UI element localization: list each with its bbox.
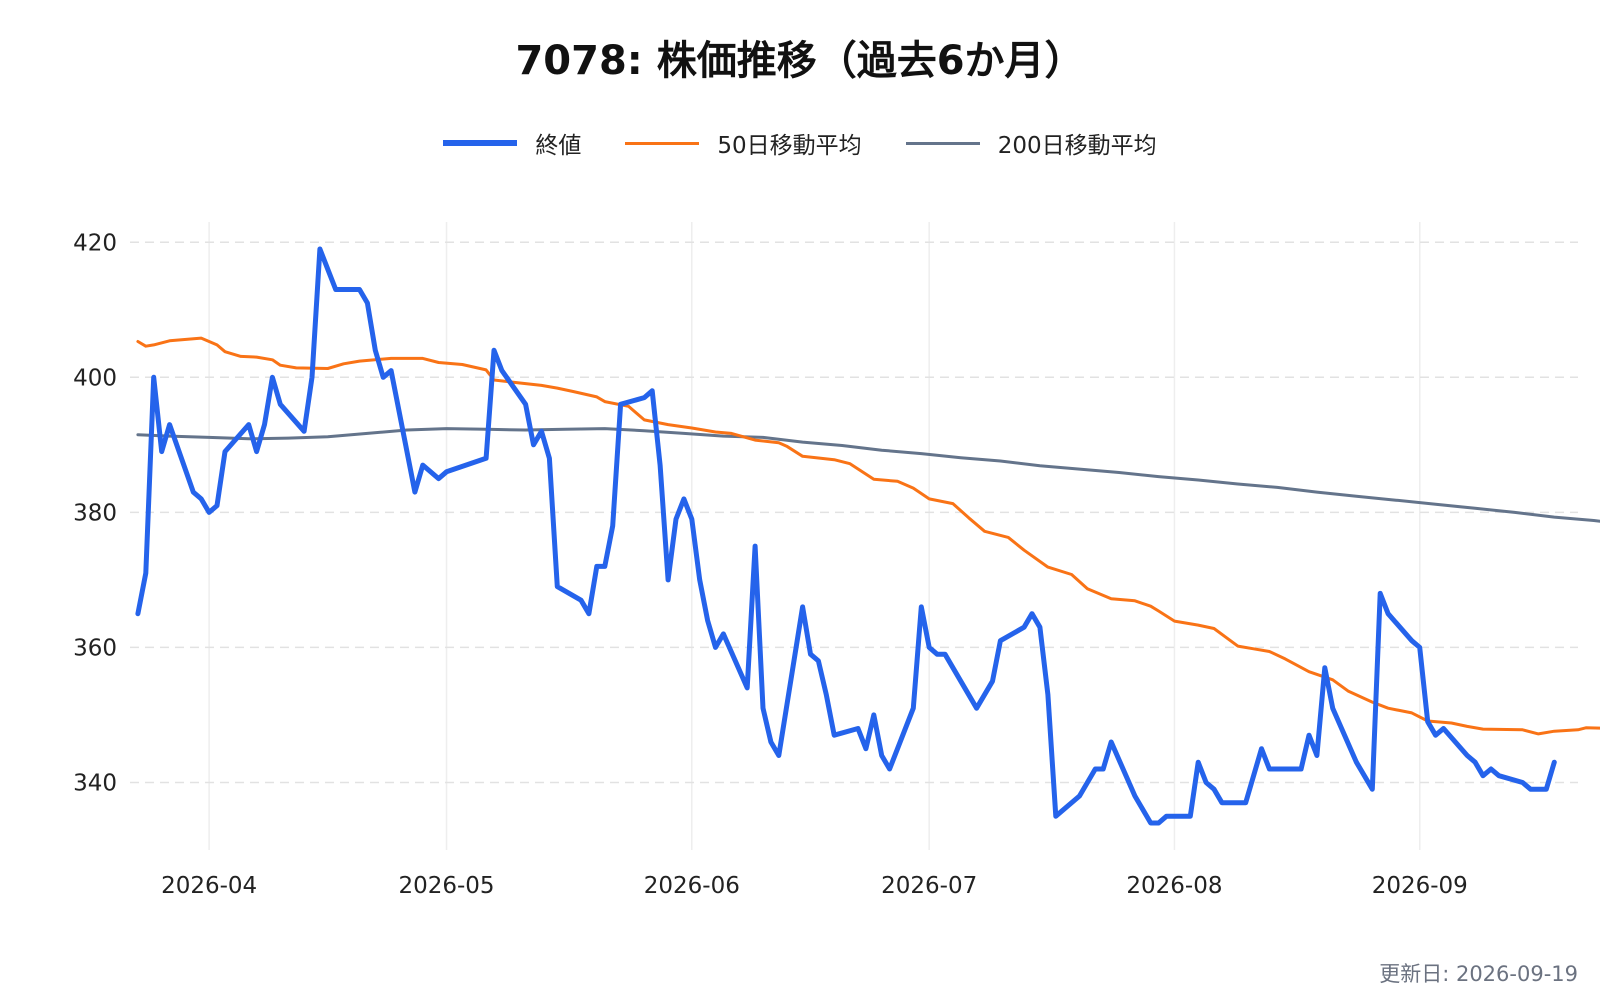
x-axis-tick-labels: 2026-04 2026-05 2026-06 2026-07 2026-08 2026-…: [161, 873, 1468, 899]
x-tick-label: 2026-09: [1372, 873, 1468, 899]
legend-label-close: 終値: [535, 133, 582, 159]
x-tick-label: 2026-05: [398, 873, 494, 899]
y-axis-tick-labels: 340 360 380 400 420: [73, 230, 117, 796]
y-tick-label: 420: [73, 230, 117, 256]
legend-swatch-ma200: [905, 141, 980, 145]
chart-title: 7078: 株価推移（過去6か月）: [515, 38, 1085, 84]
y-tick-label: 340: [73, 770, 117, 796]
series-layer: [135, 246, 1600, 826]
legend-item-ma50[interactable]: 50日移動平均: [625, 126, 862, 160]
y-tick-label: 360: [73, 635, 117, 661]
legend-swatch-close: [443, 140, 518, 146]
legend-item-ma200[interactable]: 200日移動平均: [905, 126, 1157, 160]
x-tick-label: 2026-06: [644, 873, 740, 899]
legend: 終値 50日移動平均 200日移動平均: [0, 126, 1600, 160]
legend-item-close[interactable]: 終値: [443, 126, 581, 160]
y-tick-label: 380: [73, 500, 117, 526]
x-tick-label: 2026-08: [1126, 873, 1222, 899]
legend-swatch-ma50: [625, 141, 700, 145]
x-gridlines: [208, 222, 1421, 850]
legend-label-ma200: 200日移動平均: [997, 133, 1157, 159]
updated-date: 更新日: 2026-09-19: [1379, 962, 1578, 986]
y-tick-label: 400: [73, 365, 117, 391]
y-gridlines: [130, 241, 1578, 784]
ma50-line[interactable]: [136, 336, 1600, 736]
close-line[interactable]: [135, 246, 1557, 826]
legend-label-ma50: 50日移動平均: [717, 133, 862, 159]
x-tick-label: 2026-04: [161, 873, 257, 899]
ma200-line[interactable]: [136, 427, 1600, 526]
x-tick-label: 2026-07: [881, 873, 977, 899]
